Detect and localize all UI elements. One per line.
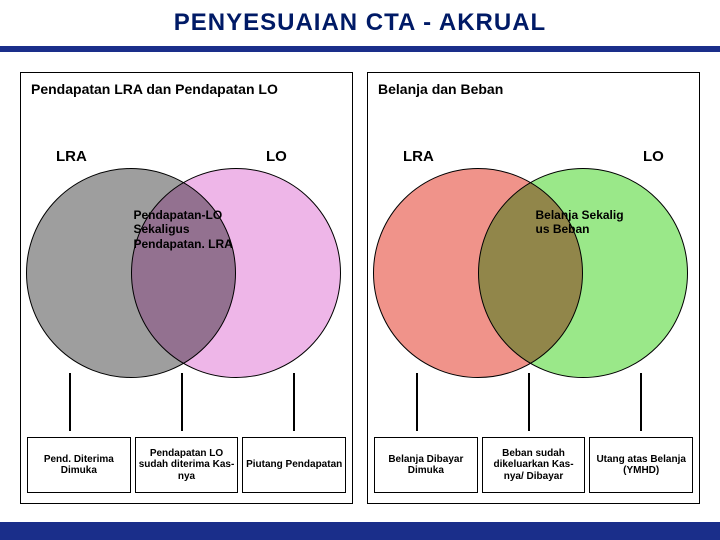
callout-left-0: Pend. Diterima Dimuka <box>27 437 131 493</box>
callouts-right: Belanja Dibayar Dimuka Beban sudah dikel… <box>368 437 699 493</box>
venn-left-label-b: LO <box>266 148 287 165</box>
panel-right: Belanja dan Beban LRA LO Belanja Sekalig… <box>367 72 700 504</box>
callout-right-2: Utang atas Belanja (YMHD) <box>589 437 693 493</box>
venn-left-intersection: Pendapatan-LO Sekaligus Pendapatan. LRA <box>134 208 234 251</box>
venn-right-intersection: Belanja Sekalig us Beban <box>536 208 636 237</box>
title-bar: PENYESUAIAN CTA - AKRUAL <box>0 0 720 52</box>
panels-container: Pendapatan LRA dan Pendapatan LO LRA LO … <box>0 52 720 504</box>
panel-right-title: Belanja dan Beban <box>378 81 503 97</box>
venn-left-circle-b <box>131 168 341 378</box>
callout-left-2: Piutang Pendapatan <box>242 437 346 493</box>
connector <box>416 373 418 431</box>
connector <box>181 373 183 431</box>
callout-right-1: Beban sudah dikeluarkan Kas-nya/ Dibayar <box>482 437 586 493</box>
venn-right-label-a: LRA <box>403 148 434 165</box>
connector <box>69 373 71 431</box>
connector <box>528 373 530 431</box>
venn-left-label-a: LRA <box>56 148 87 165</box>
bottom-bar <box>0 522 720 540</box>
venn-right-circle-b <box>478 168 688 378</box>
venn-right-label-b: LO <box>643 148 664 165</box>
connector <box>293 373 295 431</box>
panel-left: Pendapatan LRA dan Pendapatan LO LRA LO … <box>20 72 353 504</box>
connector <box>640 373 642 431</box>
callout-right-0: Belanja Dibayar Dimuka <box>374 437 478 493</box>
callout-left-1: Pendapatan LO sudah diterima Kas-nya <box>135 437 239 493</box>
panel-left-title: Pendapatan LRA dan Pendapatan LO <box>31 81 278 97</box>
page-title: PENYESUAIAN CTA - AKRUAL <box>174 9 546 37</box>
callouts-left: Pend. Diterima Dimuka Pendapatan LO suda… <box>21 437 352 493</box>
